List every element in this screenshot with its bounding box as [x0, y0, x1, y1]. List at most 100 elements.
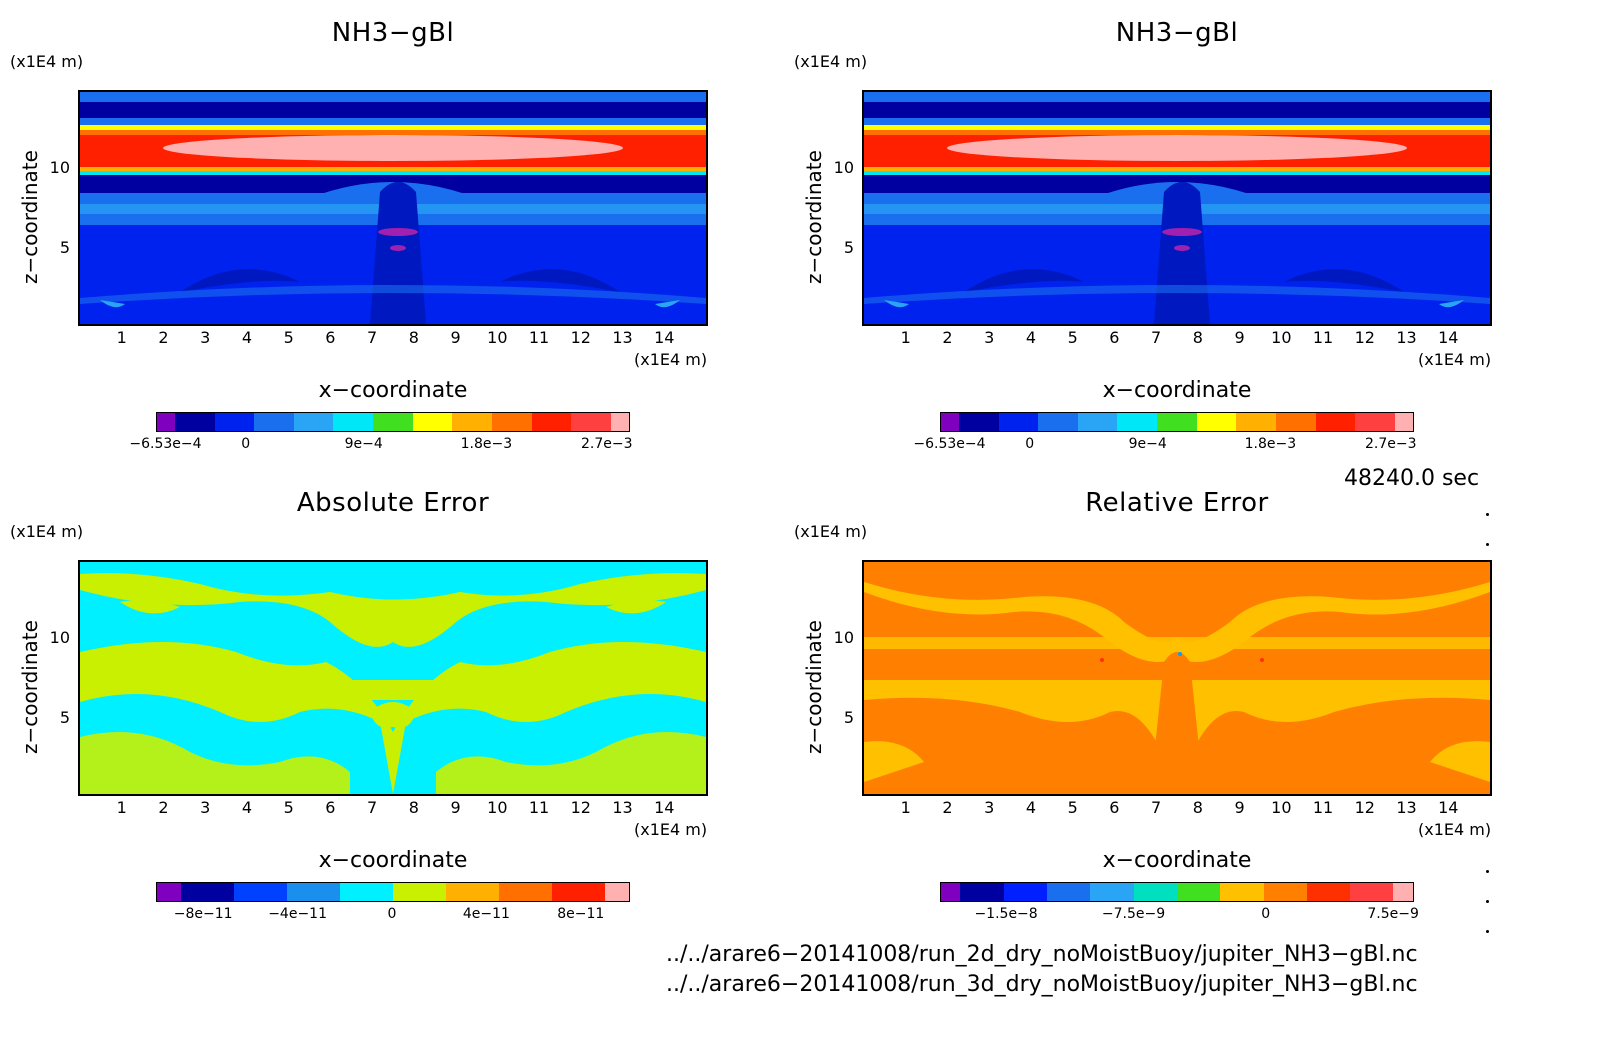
colorbar-tick-label: 0	[1025, 436, 1035, 452]
x-tick-label: 3	[200, 328, 211, 347]
panel-relative-error: Relative Error (x1E4 m) z−coordinate 5 1…	[784, 470, 1564, 990]
heatmap-nh3	[80, 92, 706, 324]
y-unit-label: (x1E4 m)	[10, 52, 84, 71]
y-tick-label: 5	[59, 238, 70, 257]
colorbar-swatch	[1117, 413, 1158, 431]
colorbar-swatch	[571, 413, 612, 431]
y-tick-label: 10	[833, 628, 854, 647]
x-tick-label: 8	[1192, 328, 1203, 347]
x-tick-label: 5	[283, 328, 294, 347]
x-tick-label: 12	[1354, 798, 1375, 817]
colorbar-swatch	[941, 413, 959, 431]
margin-dot	[1486, 930, 1489, 933]
x-tick-label: 11	[528, 798, 550, 817]
chart-title: Relative Error	[1085, 488, 1269, 518]
plot-area	[862, 90, 1492, 326]
x-tick-label: 4	[1025, 328, 1037, 347]
x-tick-label: 9	[450, 328, 461, 347]
colorbar-swatch	[499, 883, 553, 901]
x-axis-label: x−coordinate	[1102, 848, 1252, 873]
colorbar-swatch	[605, 883, 629, 901]
x-tick-label: 11	[1312, 328, 1334, 347]
x-tick-label: 10	[1271, 798, 1292, 817]
x-tick-label: 7	[1151, 798, 1162, 817]
colorbar-swatch	[1350, 883, 1394, 901]
colorbar-tick-label: 0	[241, 436, 251, 452]
panel-nh3-left: NH3−gBl (x1E4 m) z−coordinate 5	[0, 0, 780, 520]
x-tick-label: 14	[1438, 798, 1459, 817]
colorbar-swatch	[452, 413, 493, 431]
x-tick-label: 6	[325, 328, 336, 347]
heatmap-absolute-error	[80, 562, 706, 794]
colorbar-tick-label: −4e−11	[268, 906, 327, 922]
x-tick-label: 6	[325, 798, 336, 817]
colorbar-swatch	[1157, 413, 1197, 431]
colorbar-tick-label: 8e−11	[557, 906, 605, 922]
x-tick-label: 4	[241, 328, 253, 347]
x-tick-label: 14	[654, 328, 675, 347]
x-axis-label: x−coordinate	[318, 378, 468, 403]
x-tick-label: 9	[450, 798, 461, 817]
colorbar-swatch	[1315, 413, 1356, 431]
x-tick-label: 10	[487, 798, 508, 817]
colorbar-swatch	[333, 413, 374, 431]
colorbar-swatch	[214, 413, 255, 431]
y-tick-label: 10	[49, 158, 70, 177]
x-tick-label: 1	[900, 798, 911, 817]
x-tick-label: 10	[1271, 328, 1292, 347]
colorbar-tick-label: −7.5e−9	[1101, 906, 1166, 922]
y-tick-label: 10	[833, 158, 854, 177]
colorbar-tick-label: 0	[387, 906, 397, 922]
x-axis-label: x−coordinate	[318, 848, 468, 873]
colorbar-swatch	[446, 883, 500, 901]
colorbar-swatch	[286, 883, 340, 901]
x-axis-label: x−coordinate	[1102, 378, 1252, 403]
colorbar-swatch	[254, 413, 294, 431]
x-tick-label: 6	[1109, 328, 1120, 347]
x-tick-label: 14	[1438, 328, 1459, 347]
y-tick-label: 5	[843, 238, 854, 257]
x-tick-label: 1	[116, 328, 127, 347]
colorbar-swatch	[1236, 413, 1277, 431]
x-tick-label: 4	[1025, 798, 1037, 817]
y-unit-label: (x1E4 m)	[10, 522, 84, 541]
margin-dot	[1486, 543, 1489, 546]
panel-nh3-right: NH3−gBl (x1E4 m) z−coordinate 5	[784, 0, 1564, 520]
x-tick-label: 12	[570, 798, 591, 817]
x-tick-label: 1	[116, 798, 127, 817]
x-tick-label: 12	[1354, 328, 1375, 347]
colorbar	[156, 412, 630, 432]
heatmap-nh3	[864, 92, 1490, 324]
margin-dot	[1486, 513, 1489, 516]
colorbar-swatch	[412, 413, 453, 431]
margin-dot	[1486, 900, 1489, 903]
colorbar-swatch	[392, 883, 447, 901]
x-tick-label: 10	[487, 328, 508, 347]
colorbar-tick-label: 2.7e−3	[1364, 436, 1417, 452]
file-path-3d: ../../arare6−20141008/run_3d_dry_noMoist…	[666, 972, 1418, 997]
colorbar-tick-label: 1.8e−3	[460, 436, 513, 452]
x-unit-label: (x1E4 m)	[1418, 820, 1492, 839]
x-tick-label: 2	[158, 328, 169, 347]
x-tick-label: 13	[1396, 328, 1417, 347]
colorbar-swatch	[1393, 883, 1413, 901]
colorbar-swatch	[293, 413, 334, 431]
colorbar-swatch	[941, 883, 961, 901]
colorbar	[156, 882, 630, 902]
colorbar-swatch	[157, 413, 175, 431]
x-tick-label: 11	[1312, 798, 1334, 817]
x-tick-label: 2	[942, 328, 953, 347]
plot-area	[862, 560, 1492, 796]
chart-title: Absolute Error	[296, 488, 490, 518]
colorbar-tick-label: 7.5e−9	[1367, 906, 1419, 922]
colorbar-swatch	[1306, 883, 1351, 901]
x-tick-label: 7	[1151, 328, 1162, 347]
colorbar-swatch	[552, 883, 606, 901]
colorbar-tick-label: −6.53e−4	[913, 436, 986, 452]
margin-dot	[1486, 870, 1489, 873]
colorbar-swatch	[958, 413, 999, 431]
colorbar-swatch	[1196, 413, 1237, 431]
colorbar-swatch	[1355, 413, 1396, 431]
colorbar-swatch	[1276, 413, 1316, 431]
x-unit-label: (x1E4 m)	[1418, 350, 1492, 369]
